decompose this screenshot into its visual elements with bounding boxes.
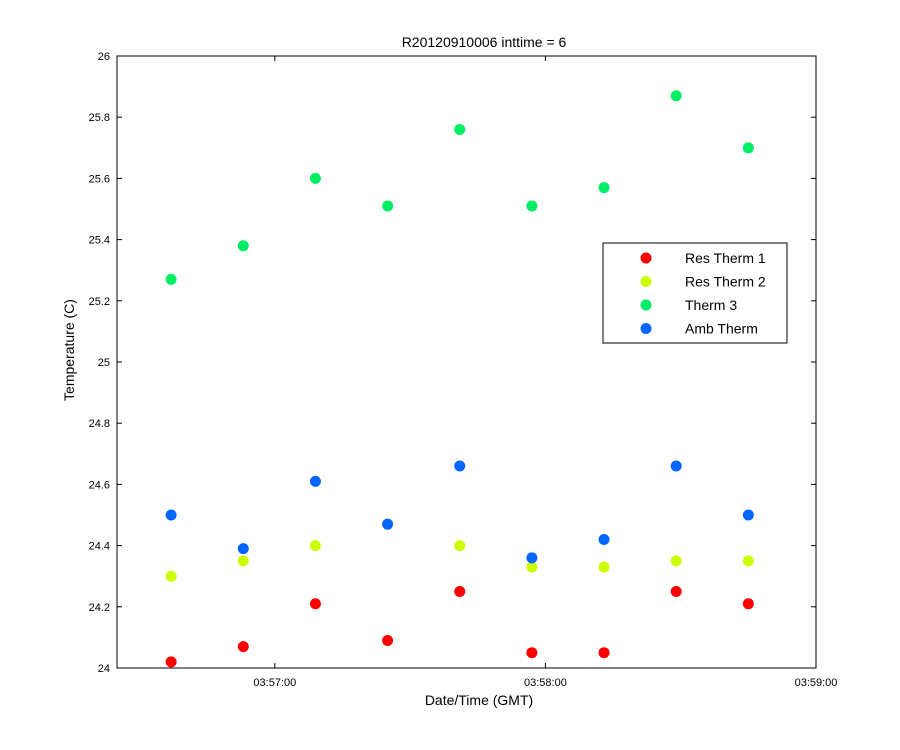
data-point bbox=[382, 200, 394, 212]
data-point bbox=[165, 273, 177, 285]
data-point bbox=[382, 634, 394, 646]
data-point bbox=[454, 540, 466, 552]
data-point bbox=[526, 552, 538, 564]
y-tick-label: 25.2 bbox=[89, 296, 110, 308]
y-tick-label: 24 bbox=[98, 663, 110, 675]
data-point bbox=[598, 182, 610, 194]
data-point bbox=[670, 460, 682, 472]
plot-area bbox=[116, 55, 817, 669]
data-point bbox=[454, 586, 466, 597]
y-tick-label: 25.8 bbox=[89, 112, 110, 124]
data-point bbox=[237, 240, 249, 252]
legend: Res Therm 1 Res Therm 2 Therm 3 Amb Therm bbox=[602, 242, 788, 344]
data-point bbox=[309, 598, 321, 610]
legend-marker bbox=[640, 252, 652, 264]
data-point bbox=[454, 123, 466, 135]
y-tick-label: 24.8 bbox=[89, 418, 110, 430]
legend-marker bbox=[640, 276, 652, 287]
data-point bbox=[526, 200, 538, 212]
legend-marker bbox=[640, 299, 652, 311]
x-axis-title: Date/Time (GMT) bbox=[425, 692, 533, 708]
data-point bbox=[670, 555, 682, 567]
data-point bbox=[309, 475, 321, 487]
data-point bbox=[670, 586, 682, 597]
data-point bbox=[237, 555, 249, 567]
y-tick-label: 24.6 bbox=[89, 479, 110, 491]
data-point bbox=[309, 540, 321, 552]
data-point bbox=[742, 509, 754, 521]
data-point bbox=[382, 518, 394, 530]
data-point bbox=[526, 647, 538, 659]
data-point bbox=[237, 543, 249, 555]
y-tick-label: 24.2 bbox=[89, 602, 110, 614]
legend-label: Res Therm 1 bbox=[685, 250, 766, 266]
data-point bbox=[237, 641, 249, 653]
series-res-therm-1 bbox=[165, 586, 754, 668]
legend-label: Res Therm 2 bbox=[685, 274, 766, 290]
y-tick-label: 25.4 bbox=[89, 235, 110, 247]
series-therm-3 bbox=[165, 90, 754, 285]
y-axis-title: Temperature (C) bbox=[61, 299, 77, 401]
data-point bbox=[742, 555, 754, 567]
x-axis: 03:57:00 03:58:00 03:59:00 bbox=[253, 56, 837, 689]
legend-box bbox=[602, 242, 788, 344]
data-point bbox=[309, 172, 321, 184]
y-tick-label: 25.6 bbox=[89, 173, 110, 185]
data-point bbox=[454, 460, 466, 472]
chart-title: R20120910006 inttime = 6 bbox=[402, 34, 567, 50]
data-point bbox=[165, 570, 177, 582]
x-tick-label: 03:58:00 bbox=[524, 677, 567, 689]
data-point bbox=[165, 656, 177, 668]
data-point bbox=[742, 142, 754, 154]
data-point bbox=[598, 647, 610, 659]
data-point bbox=[670, 90, 682, 102]
data-point bbox=[742, 598, 754, 610]
data-point bbox=[165, 509, 177, 521]
y-tick-label: 25 bbox=[98, 357, 110, 369]
x-tick-label: 03:59:00 bbox=[795, 677, 838, 689]
legend-label: Therm 3 bbox=[685, 297, 737, 313]
y-tick-label: 24.4 bbox=[89, 541, 110, 553]
x-tick-label: 03:57:00 bbox=[253, 677, 296, 689]
data-points bbox=[165, 90, 754, 668]
series-amb-therm bbox=[165, 460, 754, 564]
data-point bbox=[598, 561, 610, 573]
legend-label: Amb Therm bbox=[685, 321, 758, 337]
y-axis: 24 24.2 24.4 24.6 24.8 25 25.2 25.4 25.6 25.8 26 bbox=[89, 51, 816, 675]
data-point bbox=[598, 533, 610, 545]
data-point bbox=[526, 561, 538, 573]
legend-marker bbox=[640, 323, 652, 334]
y-tick-label: 26 bbox=[98, 51, 110, 63]
